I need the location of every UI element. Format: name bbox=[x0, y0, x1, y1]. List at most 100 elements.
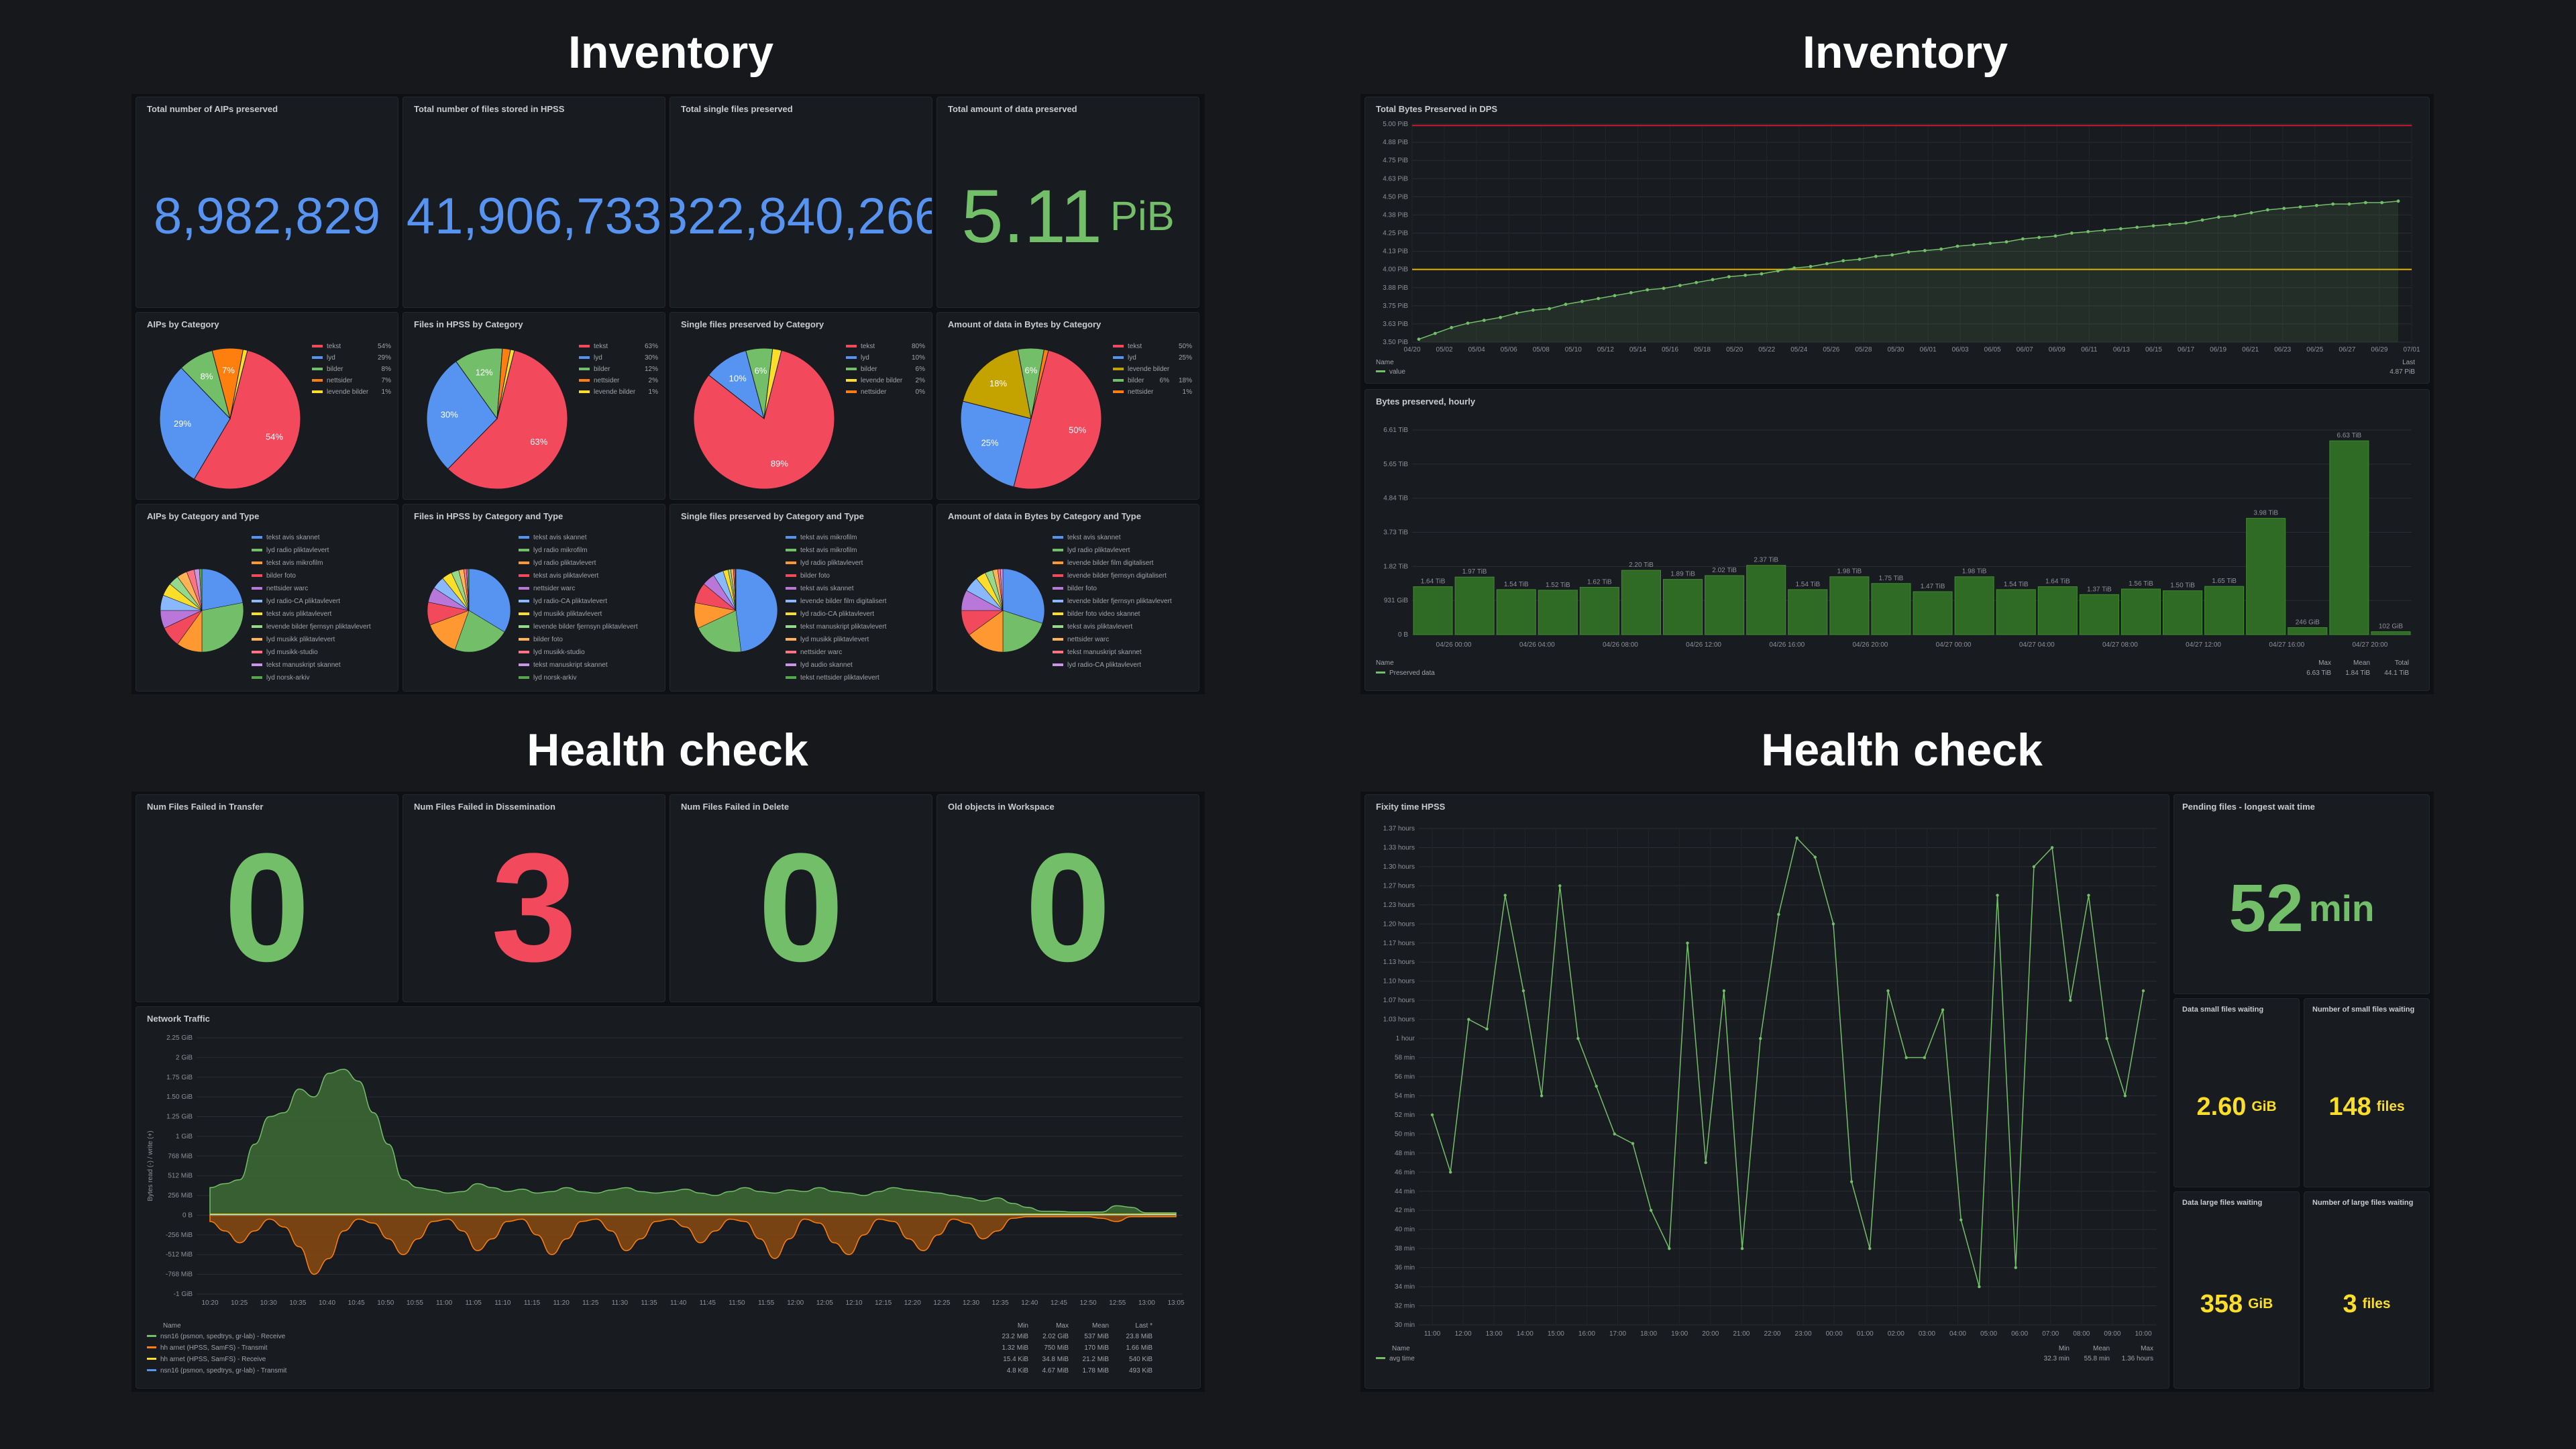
legend-item[interactable]: tekst avis pliktavlevert bbox=[252, 608, 392, 621]
legend-item[interactable]: lyd radio pliktavlevert bbox=[252, 544, 392, 557]
legend-item[interactable]: nettsider warc bbox=[1053, 633, 1193, 646]
legend-swatch bbox=[1053, 549, 1063, 552]
legend-item[interactable]: nettsider 0% bbox=[846, 386, 925, 398]
legend-item[interactable]: lyd radio mikrofilm bbox=[519, 544, 659, 557]
legend-item[interactable]: levende bilder fjernsyn pliktavlevert bbox=[252, 621, 392, 633]
legend-item[interactable]: lyd musikk pliktavlevert bbox=[786, 633, 926, 646]
pie-slice bbox=[698, 610, 742, 653]
legend-item[interactable]: lyd 29% bbox=[312, 352, 391, 364]
legend-swatch bbox=[1053, 587, 1063, 590]
legend-item[interactable]: bilder foto bbox=[252, 570, 392, 582]
legend-item[interactable]: lyd radio-CA pliktavlevert bbox=[519, 595, 659, 608]
legend-item[interactable]: tekst 54% bbox=[312, 341, 391, 352]
bar-label: 1.54 TiB bbox=[1795, 581, 1820, 588]
legend-item[interactable]: lyd musikk-studio bbox=[519, 646, 659, 659]
legend-item[interactable]: tekst avis mikrofilm bbox=[252, 557, 392, 570]
legend-item[interactable]: tekst avis pliktavlevert bbox=[1053, 621, 1193, 633]
data-point bbox=[1531, 308, 1535, 312]
legend-label: lyd musikk-studio bbox=[533, 649, 585, 656]
legend-label[interactable]: value bbox=[1389, 368, 1405, 376]
pie-chart bbox=[694, 568, 778, 653]
legend-item[interactable]: lyd 30% bbox=[579, 352, 658, 364]
legend-item[interactable]: lyd musikk pliktavlevert bbox=[252, 633, 392, 646]
legend-item[interactable]: nettsider 1% bbox=[1113, 386, 1192, 398]
legend-item[interactable]: levende bilder fjernsyn pliktavlevert bbox=[1053, 595, 1193, 608]
legend-item[interactable]: nettsider 7% bbox=[312, 375, 391, 386]
legend-item[interactable]: tekst nettsider pliktavlevert bbox=[786, 672, 926, 684]
legend-item[interactable]: lyd audio skannet bbox=[786, 659, 926, 672]
legend-item[interactable]: bilder 12% bbox=[579, 364, 658, 375]
legend-item[interactable]: tekst 80% bbox=[846, 341, 925, 352]
legend-item[interactable]: bilder 8% bbox=[312, 364, 391, 375]
legend-swatch bbox=[147, 1335, 156, 1337]
legend-item[interactable]: lyd radio pliktavlevert bbox=[519, 557, 659, 570]
legend-item[interactable]: nettsider 2% bbox=[579, 375, 658, 386]
legend-item[interactable]: tekst manuskript skannet bbox=[252, 659, 392, 672]
legend-item[interactable]: tekst avis skannet bbox=[519, 531, 659, 544]
stat-number: 41,906,733 bbox=[406, 188, 662, 245]
legend-item[interactable]: nettsider warc bbox=[786, 646, 926, 659]
y-tick: 32 min bbox=[1395, 1303, 1415, 1310]
legend-item[interactable]: tekst manuskript skannet bbox=[1053, 646, 1193, 659]
legend-swatch bbox=[312, 368, 323, 371]
legend-swatch bbox=[579, 379, 590, 382]
legend-item[interactable]: lyd radio-CA pliktavlevert bbox=[252, 595, 392, 608]
legend-item[interactable]: tekst avis skannet bbox=[786, 582, 926, 595]
legend-label[interactable]: hh arnet (HPSS, SamFS) - Transmit bbox=[160, 1344, 268, 1352]
legend-item[interactable]: tekst manuskript pliktavlevert bbox=[786, 621, 926, 633]
legend-item[interactable]: lyd radio-CA pliktavlevert bbox=[1053, 659, 1193, 672]
legend-item[interactable]: tekst avis mikrofilm bbox=[786, 531, 926, 544]
legend-item[interactable]: lyd 25% bbox=[1113, 352, 1192, 364]
legend-item[interactable]: levende bilder 1% bbox=[312, 386, 391, 398]
legend-item[interactable]: lyd radio-CA pliktavlevert bbox=[786, 608, 926, 621]
data-point bbox=[1841, 259, 1845, 263]
legend-item[interactable]: bilder 6% bbox=[1113, 375, 1192, 386]
legend-value: 540 KiB bbox=[1129, 1356, 1152, 1363]
pie-slice bbox=[1030, 349, 1049, 419]
legend-item[interactable]: levende bilder 18% bbox=[1113, 364, 1192, 384]
legend-item[interactable]: bilder foto bbox=[519, 633, 659, 646]
legend-item[interactable]: nettsider warc bbox=[252, 582, 392, 595]
legend-item[interactable]: tekst manuskript skannet bbox=[519, 659, 659, 672]
legend-value: 54% bbox=[377, 343, 391, 350]
legend-swatch bbox=[1113, 345, 1124, 348]
stat-value: 2.60 GiB bbox=[2174, 1027, 2299, 1187]
legend-item[interactable]: tekst avis skannet bbox=[1053, 531, 1193, 544]
legend-item[interactable]: bilder foto bbox=[786, 570, 926, 582]
legend-item[interactable]: tekst avis mikrofilm bbox=[786, 544, 926, 557]
legend-item[interactable]: tekst avis pliktavlevert bbox=[519, 570, 659, 582]
legend-swatch bbox=[252, 663, 262, 667]
x-tick: 10:35 bbox=[289, 1299, 306, 1307]
legend-item[interactable]: lyd musikk-studio bbox=[252, 646, 392, 659]
legend-item[interactable]: levende bilder 2% bbox=[846, 375, 925, 386]
section-title-inventory-left: Inventory bbox=[568, 27, 774, 78]
legend-label[interactable]: Preserved data bbox=[1389, 669, 1435, 677]
legend-item[interactable]: nettsider warc bbox=[519, 582, 659, 595]
data-point bbox=[1960, 1218, 1963, 1222]
legend-value: 7% bbox=[381, 377, 391, 384]
legend-item[interactable]: lyd musikk pliktavlevert bbox=[519, 608, 659, 621]
legend-item[interactable]: tekst 63% bbox=[579, 341, 658, 352]
legend-item[interactable]: bilder foto bbox=[1053, 582, 1193, 595]
legend-item[interactable]: bilder 6% bbox=[846, 364, 925, 375]
legend-item[interactable]: levende bilder 1% bbox=[579, 386, 658, 398]
legend-item[interactable]: lyd norsk-arkiv bbox=[519, 672, 659, 684]
legend-label[interactable]: nsn16 (psmon, spedtrys, gr-lab) - Receiv… bbox=[160, 1333, 286, 1340]
legend-item[interactable]: levende bilder film digitalisert bbox=[786, 595, 926, 608]
legend-item[interactable]: levende bilder film digitalisert bbox=[1053, 557, 1193, 570]
panel-title: Files in HPSS by Category bbox=[414, 319, 523, 329]
legend-item[interactable]: lyd radio pliktavlevert bbox=[786, 557, 926, 570]
pie-slice bbox=[454, 610, 505, 653]
legend-item[interactable]: lyd 10% bbox=[846, 352, 925, 364]
legend-item[interactable]: levende bilder fjernsyn pliktavlevert bbox=[519, 621, 659, 633]
legend-label[interactable]: avg time bbox=[1389, 1355, 1415, 1362]
legend-label[interactable]: hh arnet (HPSS, SamFS) - Receive bbox=[160, 1356, 266, 1363]
legend-item[interactable]: lyd radio pliktavlevert bbox=[1053, 544, 1193, 557]
legend-item[interactable]: bilder foto video skannet bbox=[1053, 608, 1193, 621]
legend-item[interactable]: levende bilder fjernsyn digitalisert bbox=[1053, 570, 1193, 582]
legend-item[interactable]: tekst 50% bbox=[1113, 341, 1192, 352]
legend-swatch bbox=[846, 390, 857, 394]
legend-label[interactable]: nsn16 (psmon, spedtrys, gr-lab) - Transm… bbox=[160, 1367, 287, 1375]
legend-item[interactable]: tekst avis skannet bbox=[252, 531, 392, 544]
legend-item[interactable]: lyd norsk-arkiv bbox=[252, 672, 392, 684]
